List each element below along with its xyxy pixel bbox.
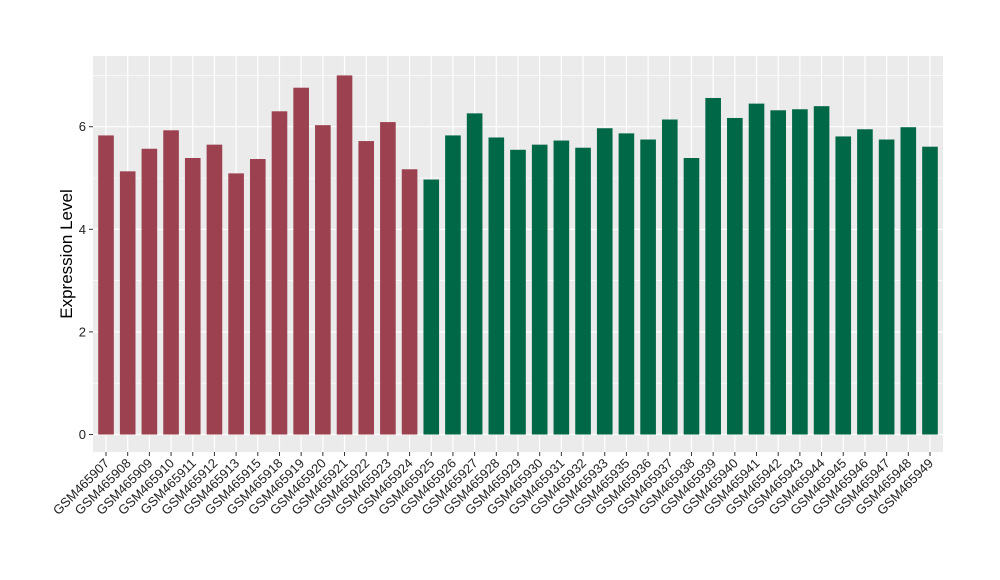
y-tick-label: 6 [79,119,86,134]
bar [705,97,721,435]
bar [358,141,375,435]
bar [748,103,765,435]
y-tick-label: 2 [79,324,86,339]
bar [315,125,331,435]
bar [900,127,917,435]
bar [922,146,938,435]
bar [596,128,613,435]
bar [163,130,179,435]
bar [575,147,591,435]
bar [727,117,743,435]
bar [618,133,635,435]
bar [228,173,244,435]
bar [488,137,505,435]
bar [336,75,353,435]
bar [119,171,136,435]
bar [184,157,201,435]
bar [423,179,440,435]
bar [445,135,461,435]
bar [401,169,418,435]
bar [531,144,548,435]
x-axis: GSM465907GSM465908GSM465909GSM465910GSM4… [50,452,936,518]
bar [640,139,656,435]
bar [857,129,873,435]
bar [206,144,223,435]
bar [466,113,483,435]
bar [835,136,852,435]
bar [553,140,570,435]
bar [661,119,678,435]
bar [683,157,700,435]
bar [792,109,808,435]
bar [770,110,787,435]
bar [813,106,830,435]
y-axis: 0 2 4 6 [79,119,93,442]
y-tick-label: 4 [79,222,86,237]
bar [510,149,526,435]
y-tick-label: 0 [79,427,86,442]
y-axis-title: Expression Level [57,189,76,318]
bar [98,135,114,435]
bar [141,148,158,435]
bar [380,122,396,435]
bar [293,87,309,435]
bar [878,139,895,435]
bar [271,111,288,435]
bars [98,75,938,435]
bar [249,159,266,435]
